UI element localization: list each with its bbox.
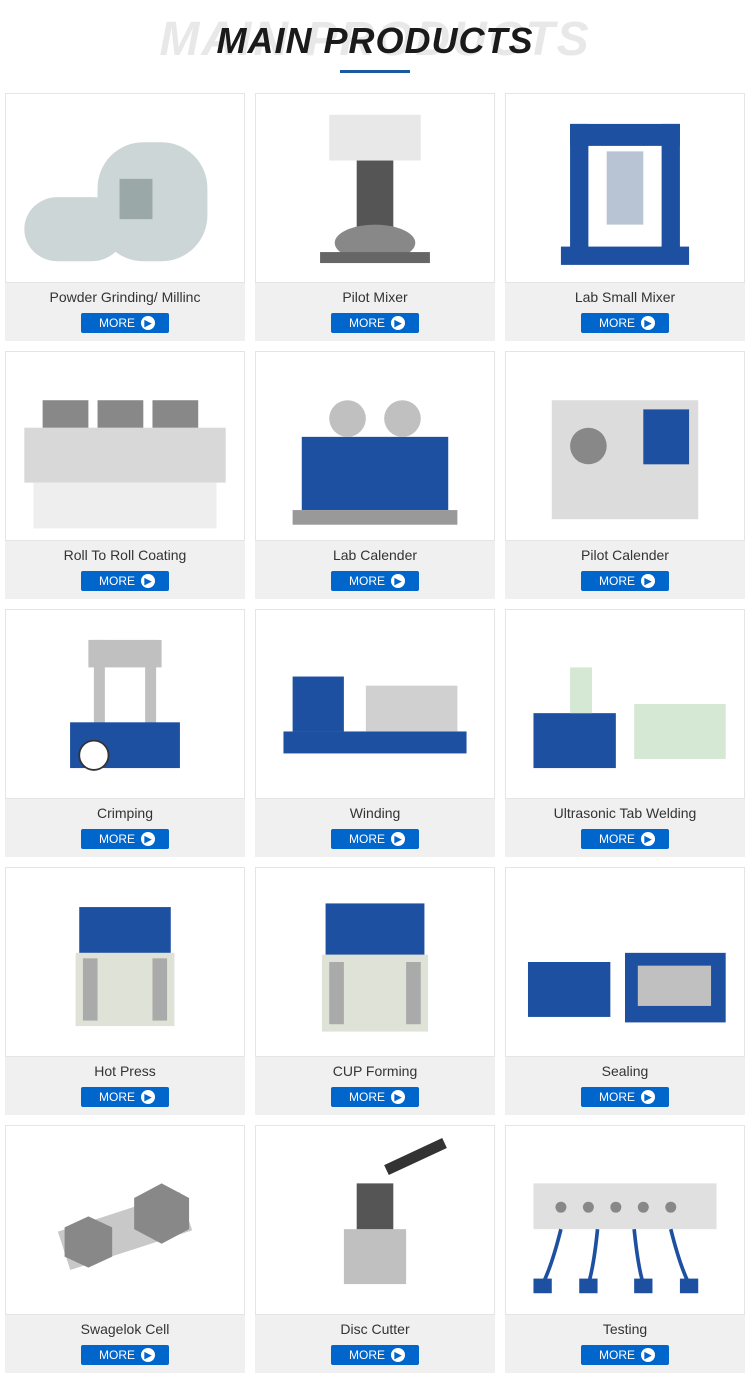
product-grid: Powder Grinding/ MillincMORE▶Pilot Mixer… [0,83,750,1383]
more-button-label: MORE [99,574,135,588]
chevron-right-icon: ▶ [141,1348,155,1362]
product-image [5,867,245,1057]
chevron-right-icon: ▶ [641,316,655,330]
product-card: Crimping MORE ▶ [5,609,245,857]
product-title: Lab Small Mixer [575,289,675,307]
product-image [505,1125,745,1315]
chevron-right-icon: ▶ [391,1090,405,1104]
product-image [255,609,495,799]
product-card: Sealing MORE ▶ [505,867,745,1115]
product-title: Winding [350,805,401,823]
product-image [5,93,245,283]
more-button[interactable]: MORE ▶ [81,571,169,591]
more-button-label: MORE [599,316,635,330]
product-title: Testing [603,1321,647,1339]
product-card: CUP Forming MORE ▶ [255,867,495,1115]
product-card: Powder Grinding/ Millinc MORE ▶ [5,93,245,341]
product-title: CUP Forming [333,1063,418,1081]
chevron-right-icon: ▶ [641,1348,655,1362]
more-button-label: MORE [349,1090,385,1104]
more-button[interactable]: MORE ▶ [581,1345,669,1365]
product-image [5,1125,245,1315]
chevron-right-icon: ▶ [141,316,155,330]
product-image [255,351,495,541]
product-title: Roll To Roll Coating [64,547,187,565]
chevron-right-icon: ▶ [641,1090,655,1104]
product-image [505,93,745,283]
more-button-label: MORE [99,1090,135,1104]
more-button[interactable]: MORE ▶ [331,313,419,333]
product-card: Swagelok Cell MORE ▶ [5,1125,245,1373]
product-title: Lab Calender [333,547,417,565]
more-button-label: MORE [599,832,635,846]
product-title: Sealing [602,1063,649,1081]
more-button[interactable]: MORE ▶ [81,1345,169,1365]
header-title: MAIN PRODUCTS [0,20,750,62]
more-button-label: MORE [99,316,135,330]
chevron-right-icon: ▶ [641,832,655,846]
chevron-right-icon: ▶ [141,832,155,846]
chevron-right-icon: ▶ [141,574,155,588]
product-title: Swagelok Cell [81,1321,170,1339]
product-title: Pilot Mixer [342,289,407,307]
chevron-right-icon: ▶ [141,1090,155,1104]
product-title: Crimping [97,805,153,823]
product-title: Ultrasonic Tab Welding [554,805,697,823]
more-button-label: MORE [349,316,385,330]
more-button[interactable]: MORE ▶ [331,571,419,591]
product-card: Lab Calender MORE ▶ [255,351,495,599]
chevron-right-icon: ▶ [391,1348,405,1362]
more-button-label: MORE [99,832,135,846]
more-button[interactable]: MORE ▶ [331,1087,419,1107]
product-image [5,609,245,799]
product-image [255,867,495,1057]
header-underline [340,70,410,73]
product-card: Testing MORE ▶ [505,1125,745,1373]
more-button[interactable]: MORE ▶ [581,1087,669,1107]
more-button-label: MORE [349,832,385,846]
product-image [505,609,745,799]
product-card: Lab Small Mixer MORE ▶ [505,93,745,341]
chevron-right-icon: ▶ [391,832,405,846]
product-card: Disc Cutter MORE ▶ [255,1125,495,1373]
more-button[interactable]: MORE ▶ [81,313,169,333]
product-card: Roll To Roll Coating MORE ▶ [5,351,245,599]
more-button-label: MORE [599,1348,635,1362]
product-card: Ultrasonic Tab Welding MORE ▶ [505,609,745,857]
more-button-label: MORE [99,1348,135,1362]
product-title: Disc Cutter [340,1321,409,1339]
chevron-right-icon: ▶ [391,574,405,588]
chevron-right-icon: ▶ [641,574,655,588]
product-title: Hot Press [94,1063,155,1081]
more-button-label: MORE [349,574,385,588]
more-button-label: MORE [599,574,635,588]
page-header: MAIN PRODUCTS MAIN PRODUCTS [0,0,750,83]
product-card: Hot Press MORE ▶ [5,867,245,1115]
product-image [505,351,745,541]
more-button[interactable]: MORE ▶ [81,1087,169,1107]
product-card: Pilot Mixer MORE ▶ [255,93,495,341]
product-image [255,1125,495,1315]
more-button-label: MORE [349,1348,385,1362]
more-button[interactable]: MORE ▶ [331,1345,419,1365]
product-image [255,93,495,283]
product-title: Powder Grinding/ Millinc [50,289,201,307]
product-image [505,867,745,1057]
product-card: Winding MORE ▶ [255,609,495,857]
more-button-label: MORE [599,1090,635,1104]
product-image [5,351,245,541]
more-button[interactable]: MORE ▶ [581,313,669,333]
more-button[interactable]: MORE ▶ [581,829,669,849]
more-button[interactable]: MORE ▶ [581,571,669,591]
more-button[interactable]: MORE ▶ [81,829,169,849]
chevron-right-icon: ▶ [391,316,405,330]
more-button[interactable]: MORE ▶ [331,829,419,849]
product-title: Pilot Calender [581,547,669,565]
product-card: Pilot Calender MORE ▶ [505,351,745,599]
